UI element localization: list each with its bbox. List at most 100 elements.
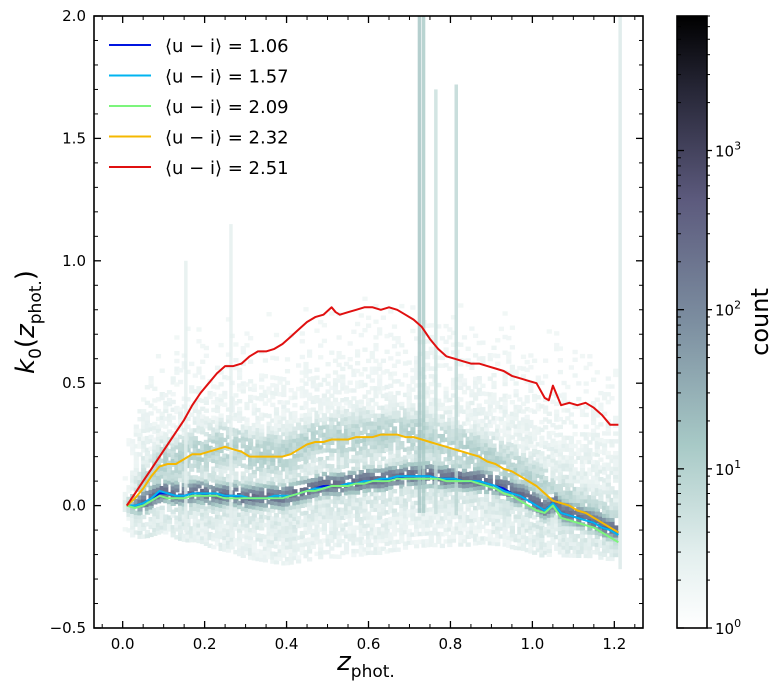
density-cell [307,525,313,531]
density-cell [491,373,497,378]
density-cell [225,352,232,357]
density-cell [425,523,431,528]
density-cell [240,518,246,523]
density-cell [384,392,390,397]
density-cell [594,487,600,492]
density-cell [436,418,442,423]
density-cell [314,375,320,380]
density-cell [591,401,597,406]
density-cell [443,511,449,517]
density-cell [133,498,139,504]
density-cell [476,379,482,385]
density-cell [561,467,567,472]
density-cell [189,510,195,515]
density-cell [299,390,305,395]
density-cell [329,530,335,536]
density-cell [321,417,327,422]
density-cell [144,455,150,460]
density-cell [303,475,309,480]
density-cell [284,474,291,480]
density-cell [270,524,276,529]
density-cell [347,341,353,346]
density-cell [528,521,534,527]
density-cell [148,493,154,498]
density-cell [535,481,541,486]
density-cell [406,462,412,467]
density-cell [502,424,508,430]
density-cell [532,491,538,497]
density-cell [240,553,246,558]
density-cell [296,559,302,564]
density-cell [192,522,198,527]
density-cell [587,546,593,551]
density-cell [520,530,527,536]
density-cell [211,384,217,389]
density-cell [395,547,401,552]
density-cell [248,500,254,505]
density-cell [579,549,586,555]
density-cell [473,384,479,389]
density-cell [506,457,512,462]
density-cell [211,435,217,440]
density-cell [377,538,383,544]
density-cell [270,481,276,486]
density-cell [391,547,398,553]
density-cell [602,490,608,495]
density-cell [539,463,545,468]
density-cell [498,440,504,445]
density-cell [384,537,390,542]
density-cell [332,487,339,493]
density-cell [358,470,364,475]
density-cell [450,350,457,355]
density-cell [480,422,486,428]
density-cell [318,449,324,454]
density-cell [517,506,523,512]
density-cell [602,482,608,487]
density-cell [214,463,221,468]
density-cell [572,451,578,456]
density-cell [292,544,298,549]
density-cell [240,471,246,476]
density-cell [491,494,497,499]
density-cell [266,500,272,505]
density-cell [388,403,394,408]
density-cell [310,427,316,432]
density-cell [144,451,150,456]
density-cell [225,505,232,510]
density-cell [214,408,221,414]
density-cell [307,353,313,358]
density-cell [502,522,508,528]
density-cell [329,440,335,445]
density-cell [255,490,261,495]
density-cell [362,508,368,513]
density-cell [557,393,563,398]
density-cell [609,533,615,538]
density-cell [447,456,453,461]
density-cell [414,469,420,474]
density-cell [484,454,490,459]
density-cell [358,540,364,545]
density-cell [273,540,280,545]
density-cell [329,413,335,418]
density-cell [428,515,434,520]
density-cell [517,463,523,469]
density-cell [428,538,434,543]
density-cell [325,510,331,516]
density-cell [388,524,394,529]
density-cell [576,522,582,527]
density-cell [484,528,490,534]
density-cell [170,380,176,385]
density-cell [377,413,383,418]
density-cell [262,456,268,461]
density-cell [340,374,346,379]
density-cell [406,513,412,518]
density-cell [255,443,261,448]
density-cell [509,462,515,467]
density-cell [318,460,324,466]
density-cell [321,436,327,441]
density-cell [321,518,327,524]
density-cell [259,494,265,500]
density-cell [528,466,534,472]
density-cell [605,497,611,503]
density-cell [568,455,574,460]
